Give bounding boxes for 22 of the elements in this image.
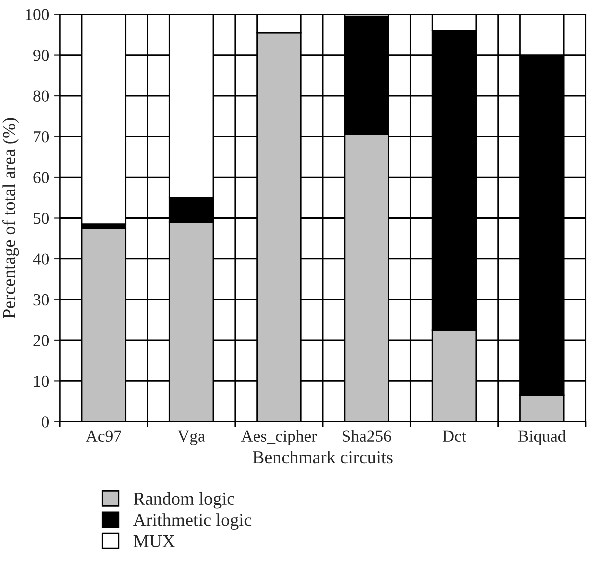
y-tick-label: 40 bbox=[33, 254, 50, 265]
y-tick-label: 90 bbox=[34, 50, 50, 62]
legend-label: Arithmetic logic bbox=[134, 514, 252, 530]
y-tick-label: 100 bbox=[26, 9, 50, 20]
x-tick-label: Vga bbox=[178, 430, 206, 446]
y-tick-label: 10 bbox=[34, 376, 50, 388]
y-tick-label: 0 bbox=[42, 416, 50, 428]
x-tick-label: Dct bbox=[442, 430, 466, 442]
y-tick-label: 80 bbox=[34, 90, 50, 102]
y-tick-label: 30 bbox=[34, 294, 50, 306]
x-tick-label: Aes_cipher bbox=[241, 430, 318, 446]
y-tick-label: 60 bbox=[34, 172, 50, 184]
x-tick-label: Ac97 bbox=[86, 430, 122, 442]
y-axis-title: Percentage of total area (%) bbox=[2, 118, 20, 318]
x-tick-label: Biquad bbox=[518, 430, 566, 446]
legend-label: MUX bbox=[134, 536, 176, 548]
legend-label: Random logic bbox=[134, 492, 235, 509]
x-axis-title: Benchmark circuits bbox=[253, 450, 393, 464]
y-tick-label: 70 bbox=[34, 131, 50, 143]
y-tick-label: 20 bbox=[34, 335, 50, 346]
x-tick-label: Sha256 bbox=[342, 430, 392, 442]
y-tick-label: 50 bbox=[34, 212, 50, 224]
